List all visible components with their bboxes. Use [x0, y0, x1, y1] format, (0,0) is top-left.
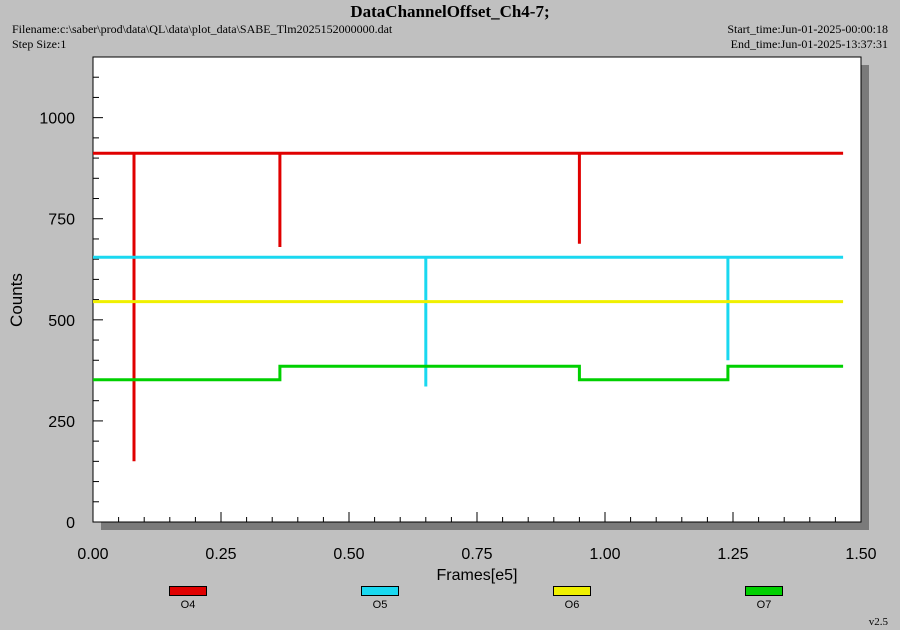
x-tick-label: 1.25: [717, 546, 748, 563]
legend-item-o5: O5: [350, 586, 410, 611]
x-tick-label: 0.25: [205, 546, 236, 563]
filename-label: Filename:c:\saber\prod\data\QL\data\plot…: [12, 22, 393, 36]
legend-item-o4: O4: [158, 586, 218, 611]
y-tick-label: 750: [48, 212, 75, 229]
series-line-o5: [93, 255, 844, 387]
legend-swatch: [553, 586, 591, 596]
y-tick-label: 250: [48, 414, 75, 431]
step-size-label: Step Size:1: [12, 37, 67, 51]
series-line-o7: [93, 364, 844, 382]
x-tick-label: 1.50: [845, 546, 876, 563]
start-time-label: Start_time:Jun-01-2025-00:00:18: [727, 22, 888, 36]
x-axis-label: Frames[e5]: [437, 567, 518, 584]
legend-swatch: [361, 586, 399, 596]
y-axis-label: Counts: [7, 273, 26, 327]
x-tick-label: 0.00: [77, 546, 108, 563]
legend-item-o7: O7: [734, 586, 794, 611]
chart-title: DataChannelOffset_Ch4-7;: [350, 2, 550, 21]
legend-label: O5: [372, 599, 388, 611]
y-tick-label: 500: [48, 313, 75, 330]
legend-label: O4: [180, 599, 196, 611]
legend-swatch: [745, 586, 783, 596]
legend-label: O7: [756, 599, 772, 611]
x-tick-label: 1.00: [589, 546, 620, 563]
x-tick-label: 0.50: [333, 546, 364, 563]
end-time-label: End_time:Jun-01-2025-13:37:31: [730, 37, 888, 51]
legend-swatch: [169, 586, 207, 596]
version-label: v2.5: [868, 616, 888, 628]
legend-label: O6: [564, 599, 580, 611]
y-tick-label: 0: [66, 515, 75, 532]
y-minor-ticks: [93, 56, 99, 503]
y-axis: 0 250 500 750 1000: [39, 111, 103, 532]
legend-item-o6: O6: [542, 586, 602, 611]
x-axis: 0.00 0.25 0.50 0.75 1.00 1.25 1.50: [77, 512, 877, 563]
series-group: [93, 151, 844, 462]
series-line-o4: [93, 151, 844, 462]
plot-frame: [92, 56, 862, 523]
y-tick-label: 1000: [39, 111, 75, 128]
x-tick-label: 0.75: [461, 546, 492, 563]
